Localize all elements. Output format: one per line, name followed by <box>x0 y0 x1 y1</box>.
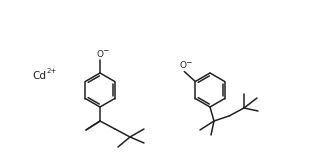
Text: O: O <box>96 50 104 59</box>
Text: Cd: Cd <box>32 71 46 81</box>
Text: −: − <box>186 58 192 67</box>
Text: 2+: 2+ <box>47 68 57 74</box>
Text: O: O <box>180 62 187 70</box>
Text: −: − <box>102 46 109 56</box>
